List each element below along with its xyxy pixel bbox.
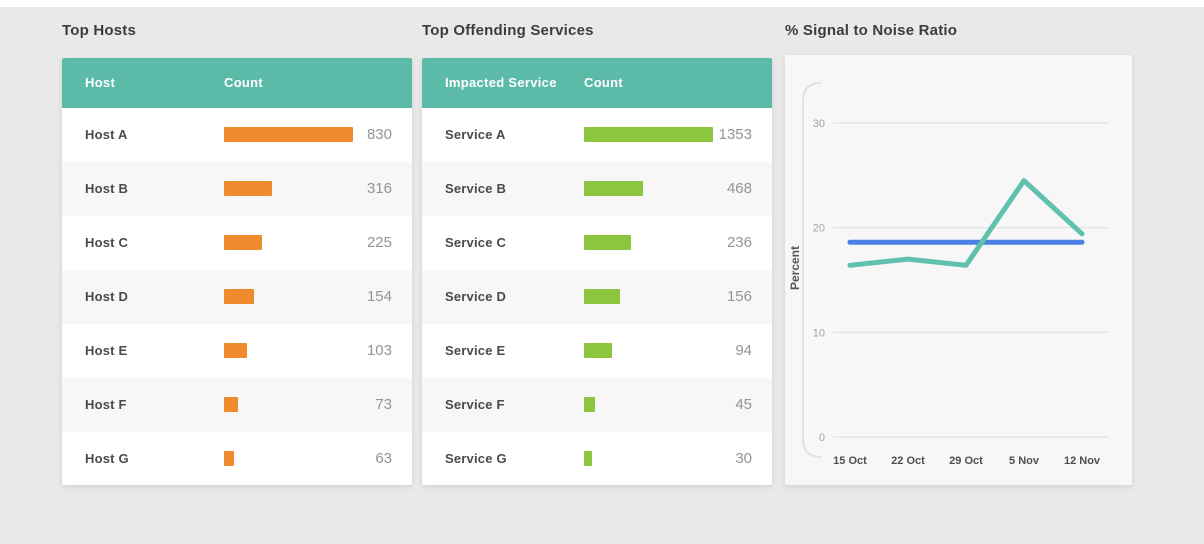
count-bar: [584, 451, 592, 466]
top-hosts-table: Host Count Host A 830 Host B 316 Host C …: [62, 58, 412, 485]
row-label: Host G: [85, 451, 129, 466]
row-label: Host E: [85, 343, 128, 358]
table-row[interactable]: Host A 830: [62, 108, 412, 162]
y-tick-label-30: 30: [813, 118, 825, 130]
top-services-table-header: Impacted Service Count: [422, 58, 772, 108]
x-tick-label-12-nov: 12 Nov: [1064, 455, 1101, 467]
top-services-table-body: Service A 1353 Service B 468 Service C 2…: [422, 108, 772, 485]
row-count: 156: [726, 288, 752, 305]
snr-panel-title: % Signal to Noise Ratio: [785, 22, 958, 39]
row-count: 236: [726, 234, 752, 251]
table-row[interactable]: Service E 94: [422, 324, 772, 378]
row-label: Service A: [445, 127, 506, 142]
count-bar: [584, 235, 632, 250]
row-count: 94: [735, 342, 752, 359]
y-axis-label: Percent: [788, 246, 802, 290]
row-count: 103: [366, 342, 392, 359]
count-bar: [584, 289, 621, 304]
count-bar: [224, 343, 248, 358]
y-tick-label-10: 10: [813, 327, 825, 339]
row-label: Host F: [85, 397, 127, 412]
table-row[interactable]: Host G 63: [62, 432, 412, 485]
count-bar: [584, 343, 612, 358]
y-tick-label-0: 0: [819, 432, 825, 444]
x-tick-label-22-oct: 22 Oct: [891, 455, 925, 467]
table-row[interactable]: Service D 156: [422, 270, 772, 324]
row-label: Host B: [85, 181, 129, 196]
snr-line-chart[interactable]: 0 10 20 30 Percent 15 Oct 22 Oct 29 Oct 5 Nov 12 …: [785, 55, 1132, 485]
table-row[interactable]: Service G 30: [422, 432, 772, 485]
x-tick-label-29-oct: 29 Oct: [949, 455, 983, 467]
table-row[interactable]: Host D 154: [62, 270, 412, 324]
count-bar: [584, 397, 595, 412]
count-bar: [224, 127, 353, 142]
row-label: Host A: [85, 127, 128, 142]
x-tick-label-15-oct: 15 Oct: [833, 455, 867, 467]
table-row[interactable]: Host E 103: [62, 324, 412, 378]
row-count: 225: [366, 234, 392, 251]
row-label: Service E: [445, 343, 506, 358]
row-count: 830: [366, 126, 392, 143]
count-bar: [224, 289, 254, 304]
table-row[interactable]: Host B 316: [62, 162, 412, 216]
count-bar: [224, 451, 234, 466]
table-row[interactable]: Host C 225: [62, 216, 412, 270]
top-hosts-table-header: Host Count: [62, 58, 412, 108]
series-line-signal-to-noise[interactable]: [847, 178, 1085, 268]
row-count: 45: [735, 396, 752, 413]
row-count: 30: [735, 450, 752, 467]
count-bar: [224, 235, 263, 250]
row-count: 73: [375, 396, 392, 413]
row-count: 468: [726, 180, 752, 197]
snr-chart-panel: 0 10 20 30 Percent 15 Oct 22 Oct 29 Oct 5 Nov 12 …: [785, 55, 1132, 485]
count-bar: [584, 127, 713, 142]
table-row[interactable]: Service B 468: [422, 162, 772, 216]
table-row[interactable]: Host F 73: [62, 378, 412, 432]
table-row[interactable]: Service A 1353: [422, 108, 772, 162]
axis-spine: [802, 82, 822, 458]
count-column-header: Count: [584, 75, 624, 90]
y-tick-label-20: 20: [813, 223, 825, 235]
row-label: Service G: [445, 451, 507, 466]
top-hosts-table-body: Host A 830 Host B 316 Host C 225 Host D …: [62, 108, 412, 485]
x-tick-label-5-nov: 5 Nov: [1009, 455, 1040, 467]
row-label: Host D: [85, 289, 129, 304]
row-count: 63: [375, 450, 392, 467]
count-bar: [224, 397, 238, 412]
table-row[interactable]: Service C 236: [422, 216, 772, 270]
row-label: Host C: [85, 235, 129, 250]
table-row[interactable]: Service F 45: [422, 378, 772, 432]
services-panel-title: Top Offending Services: [422, 22, 594, 39]
row-label: Service F: [445, 397, 505, 412]
row-label: Service D: [445, 289, 507, 304]
top-services-table: Impacted Service Count Service A 1353 Se…: [422, 58, 772, 485]
row-label: Service C: [445, 235, 507, 250]
count-bar: [584, 181, 643, 196]
row-count: 316: [366, 180, 392, 197]
row-count: 1353: [718, 126, 752, 143]
row-label: Service B: [445, 181, 507, 196]
top-strip: [0, 0, 1204, 7]
host-column-header: Host: [85, 75, 116, 90]
hosts-panel-title: Top Hosts: [62, 22, 137, 39]
count-column-header: Count: [224, 75, 264, 90]
row-count: 154: [366, 288, 392, 305]
impacted-service-column-header: Impacted Service: [445, 75, 557, 90]
count-bar: [224, 181, 273, 196]
